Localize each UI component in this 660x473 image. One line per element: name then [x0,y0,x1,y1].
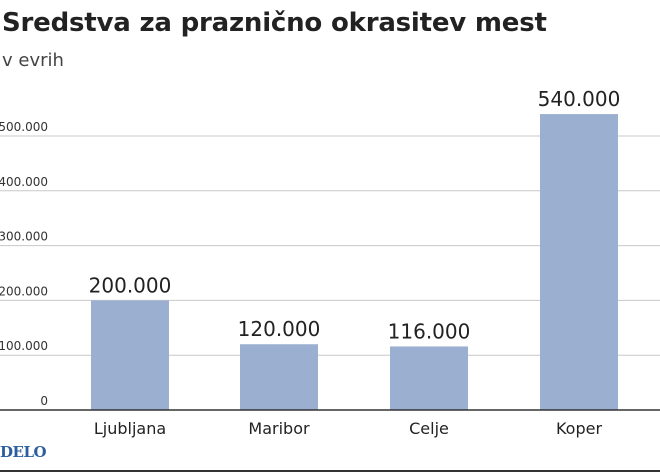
y-tick-label: 300.000 [0,230,48,244]
x-tick-label: Celje [409,419,449,438]
y-tick-label: 400.000 [0,175,48,189]
bar [540,114,618,410]
x-tick-label: Koper [556,419,602,438]
delo-logo: DELO [0,443,47,461]
y-tick-label: 500.000 [0,120,48,134]
data-label: 120.000 [238,317,321,341]
bar [240,344,318,410]
data-label: 200.000 [89,273,172,297]
y-tick-label: 0 [40,394,48,408]
y-tick-label: 100.000 [0,339,48,353]
data-label: 116.000 [388,319,471,343]
chart-subtitle: v evrih [2,50,64,71]
data-label: 540.000 [538,87,621,111]
bar [390,346,468,410]
x-tick-label: Ljubljana [94,419,166,438]
chart-title: Sredstva za praznično okrasitev mest [2,8,547,38]
bottom-rule [0,470,660,472]
x-tick-label: Maribor [248,419,310,438]
y-tick-label: 200.000 [0,284,48,298]
bar [91,300,169,410]
